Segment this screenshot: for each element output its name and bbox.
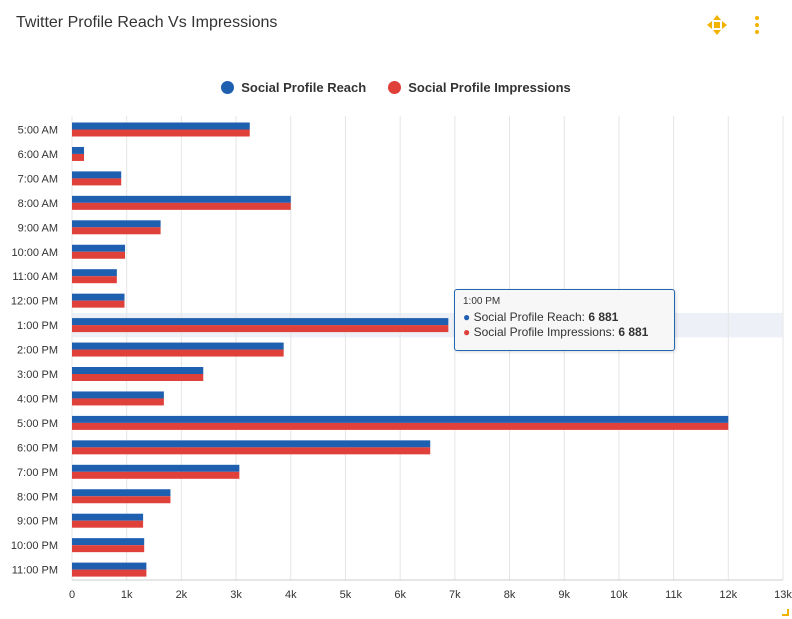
x-tick-label: 3k <box>230 589 242 601</box>
bar-reach <box>72 244 126 252</box>
x-tick-label: 11k <box>665 589 682 601</box>
bar-reach <box>72 391 164 399</box>
bar-reach <box>72 318 449 326</box>
tooltip-label-impressions: Social Profile Impressions: <box>473 325 615 339</box>
x-tick-label: 12k <box>719 589 737 601</box>
bar-reach <box>72 513 144 521</box>
bar-impressions <box>72 520 144 528</box>
legend-marker-impressions <box>388 81 402 94</box>
y-tick-label: 8:00 AM <box>18 198 58 210</box>
bar-impressions <box>72 374 204 381</box>
bar-reach <box>72 293 125 301</box>
bar-reach <box>72 122 250 130</box>
x-tick-label: 1k <box>121 589 133 601</box>
bar-reach <box>72 464 240 472</box>
move-arrows-icon[interactable] <box>706 14 728 36</box>
y-tick-label: 7:00 AM <box>18 173 58 185</box>
tooltip-dot-reach: ● <box>463 310 471 324</box>
tooltip-time: 1:00 PM <box>463 296 501 307</box>
legend-label-impressions: Social Profile Impressions <box>408 80 571 95</box>
tooltip-label-reach: Social Profile Reach: <box>473 310 585 324</box>
chart-tooltip: 1:00 PM ● Social Profile Reach: 6 881 ● … <box>454 289 675 351</box>
bar-impressions <box>72 325 449 333</box>
bar-impressions <box>72 129 250 137</box>
kebab-menu-icon[interactable] <box>750 14 764 36</box>
bar-impressions <box>72 569 147 577</box>
y-tick-label: 2:00 PM <box>17 345 58 357</box>
page-title: Twitter Profile Reach Vs Impressions <box>16 14 278 31</box>
bar-impressions <box>72 471 240 479</box>
bar-impressions <box>72 276 117 284</box>
x-tick-label: 0 <box>69 589 75 601</box>
tooltip-dot-impressions: ● <box>463 325 471 339</box>
y-tick-label: 4:00 PM <box>17 393 58 405</box>
bar-impressions <box>72 300 125 308</box>
bar-reach <box>72 220 161 228</box>
y-tick-label: 10:00 AM <box>12 247 58 259</box>
y-tick-label: 11:00 PM <box>12 565 58 577</box>
legend-label-reach: Social Profile Reach <box>241 80 367 95</box>
bar-reach <box>72 440 431 448</box>
bar-reach <box>72 562 147 570</box>
bar-impressions <box>72 178 122 186</box>
tooltip-value-impressions: 6 881 <box>618 325 649 339</box>
tooltip-row-reach: ● Social Profile Reach: 6 881 <box>463 310 666 325</box>
y-tick-label: 5:00 PM <box>17 418 58 430</box>
y-tick-label: 6:00 AM <box>18 149 58 161</box>
resize-handle-icon[interactable] <box>782 609 789 616</box>
bar-reach <box>72 489 171 497</box>
y-tick-label: 9:00 AM <box>18 222 58 234</box>
bar-impressions <box>72 422 729 430</box>
y-tick-label: 9:00 PM <box>17 516 58 528</box>
legend-item-reach[interactable]: Social Profile Reach <box>221 80 366 95</box>
x-tick-label: 4k <box>285 589 297 601</box>
y-tick-label: 12:00 PM <box>11 296 58 308</box>
y-tick-label: 11:00 AM <box>12 271 58 283</box>
y-tick-label: 3:00 PM <box>17 369 58 381</box>
legend-marker-reach <box>221 81 235 94</box>
legend-item-impressions[interactable]: Social Profile Impressions <box>388 80 571 95</box>
y-tick-label: 7:00 PM <box>17 467 58 479</box>
x-tick-label: 6k <box>394 589 406 601</box>
bar-impressions <box>72 398 164 406</box>
bar-reach <box>72 538 145 546</box>
tooltip-row-impressions: ● Social Profile Impressions: 6 881 <box>463 325 666 340</box>
y-tick-label: 10:00 PM <box>11 540 58 552</box>
y-tick-label: 8:00 PM <box>17 491 58 503</box>
x-tick-label: 10k <box>610 589 628 601</box>
x-tick-label: 13k <box>774 589 792 601</box>
tooltip-value-reach: 6 881 <box>588 310 619 324</box>
x-tick-label: 9k <box>558 589 570 601</box>
bar-reach <box>72 269 117 277</box>
y-tick-label: 5:00 AM <box>18 125 58 137</box>
bar-impressions <box>72 349 284 357</box>
x-tick-label: 5k <box>340 589 352 601</box>
bar-reach <box>72 415 729 423</box>
bar-reach <box>72 171 122 179</box>
y-tick-label: 6:00 PM <box>17 442 58 454</box>
bar-reach <box>72 342 284 350</box>
bar-impressions <box>72 202 291 210</box>
bar-reach <box>72 367 204 374</box>
bar-impressions <box>72 153 85 161</box>
x-tick-label: 8k <box>504 589 516 601</box>
chart-legend: Social Profile Reach Social Profile Impr… <box>0 80 792 95</box>
y-tick-label: 1:00 PM <box>17 320 58 332</box>
bar-impressions <box>72 545 145 553</box>
bar-impressions <box>72 447 431 455</box>
x-tick-label: 2k <box>176 589 188 601</box>
bar-reach <box>72 146 85 154</box>
bar-reach <box>72 195 291 203</box>
x-tick-label: 7k <box>449 589 461 601</box>
bar-impressions <box>72 251 126 259</box>
bar-impressions <box>72 496 171 504</box>
bar-impressions <box>72 227 161 235</box>
